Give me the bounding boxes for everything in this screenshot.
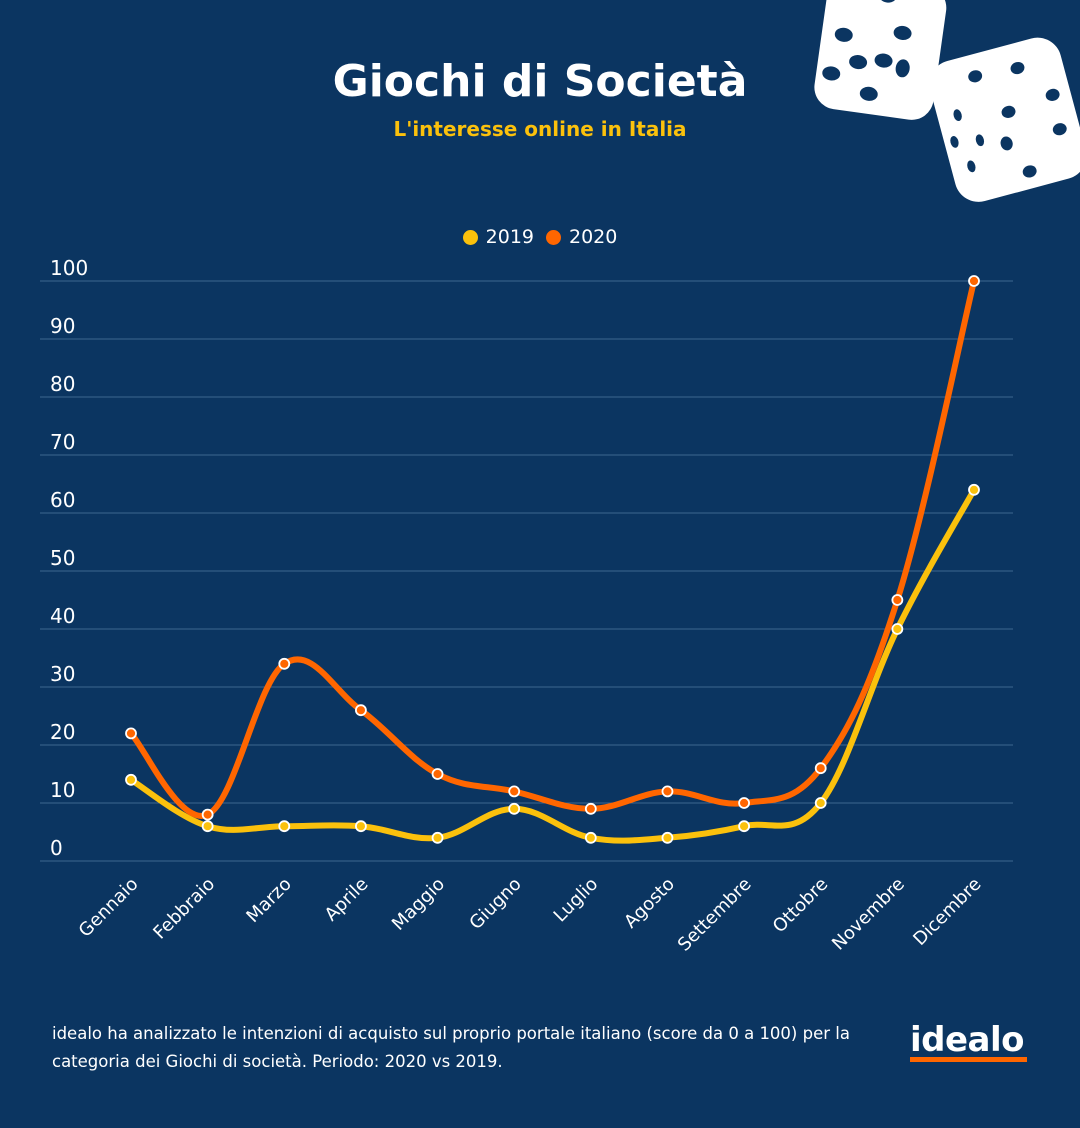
y-tick-label: 70 [50,430,75,454]
data-point-2020 [278,657,291,670]
y-tick-label: 10 [50,778,75,802]
x-tick-label: Luglio [550,874,603,927]
data-point-2019 [584,831,597,844]
data-point-2019 [508,802,521,815]
legend-label: 2019 [485,226,534,248]
y-tick-label: 50 [50,546,75,570]
data-point-2020 [814,762,827,775]
data-point-2019 [968,483,980,496]
data-point-2020 [738,797,750,809]
chart-legend: 2019 2020 [0,226,1080,248]
data-point-2020 [201,808,214,821]
data-point-2020 [891,594,904,606]
chart-title: Giochi di Società [332,56,748,107]
y-tick-label: 60 [50,488,75,512]
idealo-logo[interactable]: idealo [910,1020,1025,1060]
data-point-2020 [431,768,444,780]
data-point-2019 [431,831,444,844]
data-point-2020 [355,704,367,717]
y-tick-label: 80 [50,372,75,396]
data-point-2019 [201,820,214,833]
legend-item-2020[interactable]: 2020 [546,226,617,248]
data-point-2019 [738,820,750,833]
legend-item-2019[interactable]: 2019 [462,226,534,248]
x-tick-label: Maggio [388,874,449,935]
legend-label: 2020 [569,226,618,248]
x-tick-label: Novembre [828,874,909,955]
x-tick-label: Giugno [465,874,525,934]
x-tick-label: Agosto [620,874,679,933]
x-tick-label: Settembre [674,874,756,956]
data-point-2019 [355,820,367,833]
x-tick-label: Marzo [242,874,295,927]
data-point-2020 [125,727,137,740]
die-icon [814,0,947,120]
data-point-2019 [661,831,674,844]
data-point-2020 [968,275,980,287]
legend-swatch-2019 [462,229,478,245]
data-point-2019 [814,797,827,809]
footer-note: idealo ha analizzato le intenzioni di ac… [52,1024,850,1071]
legend-swatch-2020 [546,229,561,245]
line-chart: 0 10 20 30 40 50 60 70 80 90 100 Gennaio Febbraio Mar… [40,256,1013,956]
logo-underline [910,1057,1027,1062]
y-tick-label: 0 [50,836,63,860]
x-tick-label: Febbraio [149,874,219,944]
dice-illustration [814,0,1080,202]
data-point-2020 [661,785,674,798]
x-tick-label: Aprile [321,874,373,926]
data-point-2020 [508,785,521,798]
data-point-2019 [278,820,291,833]
y-tick-label: 90 [50,314,75,338]
x-tick-label: Ottobre [769,874,833,938]
x-tick-label: Gennaio [75,874,143,942]
series-line-2019 [128,486,977,844]
y-tick-label: 20 [50,720,75,744]
series-line-2020 [128,278,977,819]
data-point-2019 [891,623,904,635]
x-tick-label: Dicembre [909,874,985,950]
die-icon [929,37,1080,202]
data-point-2020 [584,802,597,815]
y-tick-label: 40 [50,604,75,628]
y-tick-label: 30 [50,662,75,686]
data-point-2019 [125,773,137,786]
y-tick-label: 100 [50,256,88,280]
chart-subtitle: L'interesse online in Italia [393,117,687,141]
